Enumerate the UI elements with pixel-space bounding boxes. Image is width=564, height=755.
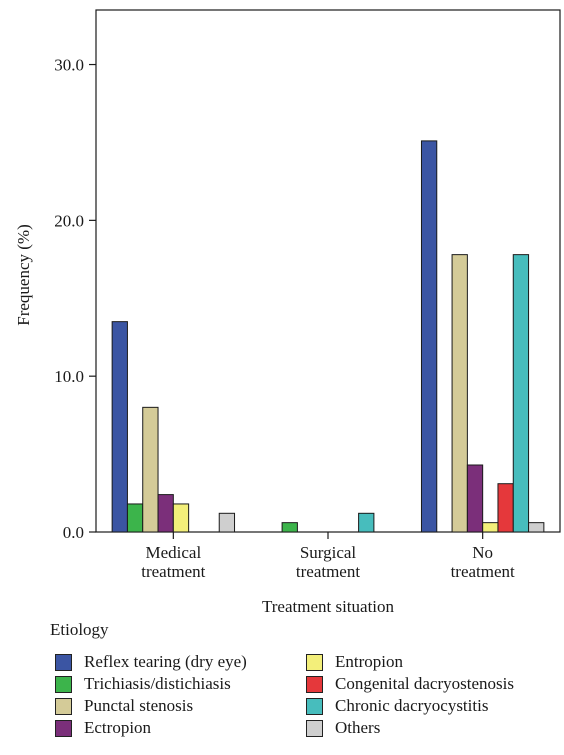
bar [451,254,468,533]
y-axis: 0.0 10.0 20.0 30.0 [54,56,96,542]
chart: 0.010.020.030.0 MedicaltreatmentSurgical… [14,9,561,616]
legend-swatch [306,697,323,715]
bar [482,522,499,533]
legend-label: Reflex tearing (dry eye) [84,652,247,671]
bar [512,254,530,533]
bar [528,522,545,533]
x-tick-label: treatment [141,562,205,581]
bar [497,483,514,533]
x-tick-label: Medical [145,543,201,562]
bar [157,494,174,533]
x-tick-label: treatment [451,562,515,581]
legend-item: Others [306,718,380,738]
y-tick-label: 20.0 [54,211,84,230]
x-tick-label: treatment [296,562,360,581]
y-axis-title: Frequency (%) [14,224,33,326]
legend-label: Trichiasis/distichiasis [84,674,231,693]
legend-item: Punctal stenosis [55,696,193,716]
legend-swatch [55,719,72,737]
legend-swatch [306,719,323,737]
bar [281,522,298,533]
legend-label: Ectropion [84,718,152,737]
x-tick-label: No [472,543,493,562]
legend-item: Ectropion [55,718,151,738]
bar [126,503,144,533]
bar [111,321,128,533]
legend-swatch [55,697,72,715]
bars [111,140,545,533]
legend-label: Entropion [335,652,403,671]
bar [218,512,236,533]
legend-item: Trichiasis/distichiasis [55,674,231,694]
y-tick-label: 30.0 [54,56,84,75]
plot-area [95,9,561,533]
legend-label: Congenital dacryostenosis [335,674,514,693]
bar [420,140,438,533]
bar [172,503,190,533]
y-tick-label: 0.0 [63,523,84,542]
bar [466,464,484,533]
legend-swatch [306,653,323,671]
legend-label: Others [335,718,381,737]
bar [142,406,159,533]
x-tick-label: Surgical [300,543,357,562]
x-axis: MedicaltreatmentSurgicaltreatmentNotreat… [141,532,515,581]
legend-title: Etiology [50,620,109,639]
legend-swatch [306,675,323,693]
legend-item: Chronic dacryocystitis [306,696,488,716]
legend-item: Reflex tearing (dry eye) [55,652,247,672]
legend-swatch [55,653,72,671]
y-tick-label: 10.0 [54,367,84,386]
legend-label: Chronic dacryocystitis [335,696,489,715]
legend-item: Entropion [306,652,403,672]
legend-item: Congenital dacryostenosis [306,674,514,694]
legend-label: Punctal stenosis [84,696,194,715]
plot-frame [95,9,561,533]
bar [358,512,375,533]
x-axis-title: Treatment situation [262,597,395,616]
legend-swatch [55,675,72,693]
